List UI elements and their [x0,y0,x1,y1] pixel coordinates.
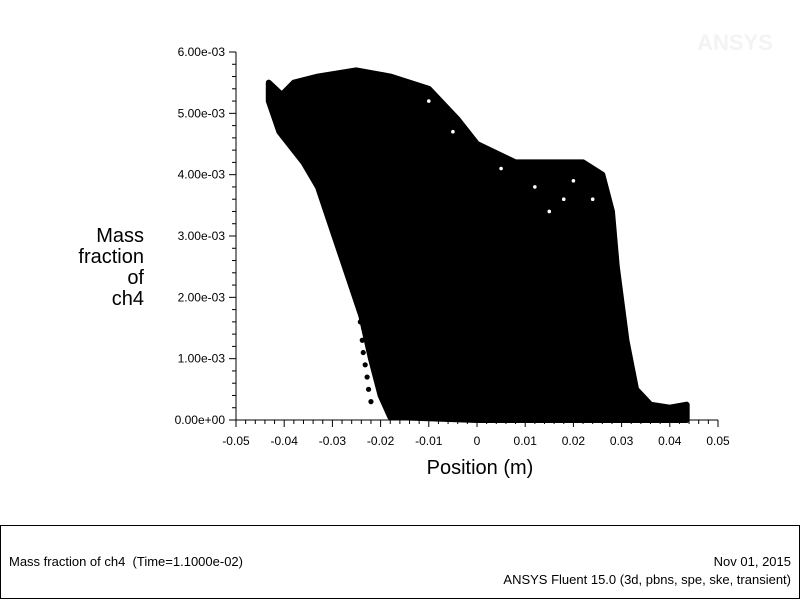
scatter-gap [561,197,566,201]
scatter-gap [465,111,470,116]
scatter-point [359,337,365,343]
scatter-point [365,386,372,392]
x-axis-label: Position (m) [426,457,534,479]
scatter-point [356,294,362,300]
plot-area: -0.05 -0.04 -0.03 -0.02 -0.01 0 0.01 0.02 0.03 0.… [50,30,773,479]
scatter-gap [518,148,523,152]
x-tick-label: -0.01 [415,434,443,448]
footer-software: ANSYS Fluent 15.0 (3d, pbns, spe, ske, t… [503,572,791,587]
y-tick-label: 0.00e+00 [175,413,226,427]
y-axis-label-line: fraction [78,246,144,268]
y-tick-label: 4.00e-03 [178,168,226,182]
y-tick-label: 6.00e-03 [178,45,226,59]
scatter-point [361,325,367,331]
scatter-gap [533,185,537,189]
x-tick-label: -0.03 [319,434,347,448]
y-axis-label-line: ch4 [111,288,144,310]
scatter-point [357,319,363,325]
scatter-gap [547,209,552,214]
y-axis-label-line: of [127,267,144,289]
x-tick-label: 0 [474,434,481,448]
footer-caption: Mass fraction of ch4 (Time=1.1000e-02) [9,554,243,569]
y-axis-label: Mass fraction of ch4 [50,226,144,310]
ansys-watermark-logo: ANSYS [697,30,773,55]
scatter-point-cloud [265,67,690,423]
scatter-gap [451,129,455,134]
y-axis-label-line: Mass [96,225,144,247]
scatter-gap [499,166,503,171]
scatter-point [356,307,362,313]
footer-date: Nov 01, 2015 [713,554,791,569]
scatter-point [364,374,370,380]
x-tick-label: 0.04 [658,434,682,448]
x-tick-label: -0.05 [222,434,250,448]
chart-svg: -0.05 -0.04 -0.03 -0.02 -0.01 0 0.01 0.02 0.03 0.… [175,45,730,448]
scatter-gap [590,197,595,201]
scatter-gap [571,179,576,183]
scatter-gap [427,99,431,103]
scatter-point [362,362,368,368]
y-tick-label: 3.00e-03 [178,229,226,243]
y-tick-label: 1.00e-03 [178,352,226,366]
footer-panel: Mass fraction of ch4 (Time=1.1000e-02) N… [0,525,800,599]
y-tick-label: 2.00e-03 [178,290,226,304]
x-tick-label: -0.04 [271,434,299,448]
scatter-point [360,349,366,356]
x-tick-label: 0.02 [562,434,586,448]
x-tick-label: 0.03 [610,434,634,448]
x-tick-label: 0.01 [514,434,538,448]
x-tick-label: 0.05 [706,434,730,448]
x-tick-label: -0.02 [367,434,395,448]
scatter-point [368,399,374,405]
y-tick-label: 5.00e-03 [178,106,226,120]
